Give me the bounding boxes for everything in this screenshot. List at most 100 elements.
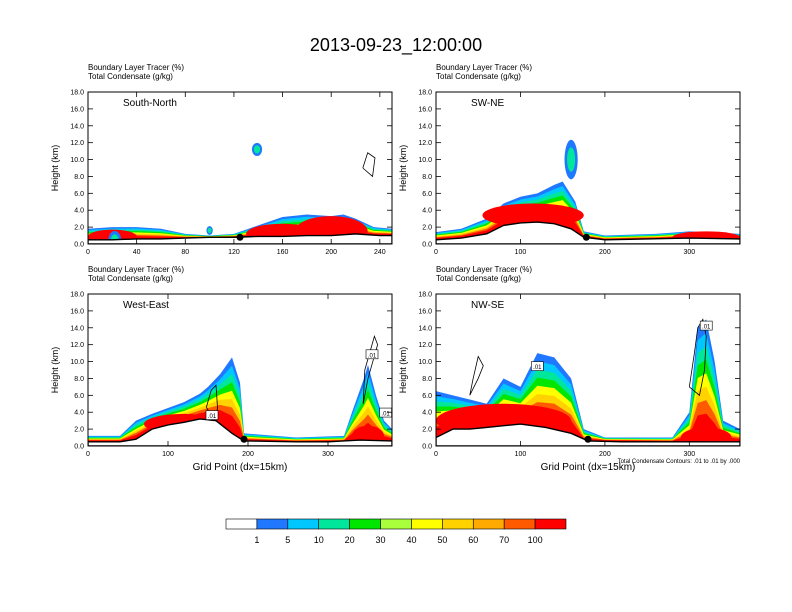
colorbar-swatch [442,518,474,530]
label-line-1: Boundary Layer Tracer (%) [88,265,184,274]
plot-area [436,139,740,244]
x-tick-label: 200 [599,249,611,256]
label-line-2: Total Condensate (g/kg) [436,274,521,283]
x-tick-label: 0 [434,249,438,256]
x-tick-label: 300 [683,451,695,458]
label-line-1: Boundary Layer Tracer (%) [436,265,532,274]
condensate-contour [438,117,496,210]
y-tick-label: 8.0 [74,174,84,181]
label-line-1: Boundary Layer Tracer (%) [436,63,532,72]
y-tick-label: 10.0 [418,359,432,366]
colorbar-label: 5 [285,535,290,545]
y-tick-label: 8.0 [74,376,84,383]
y-tick-label: 10.0 [70,359,84,366]
x-tick-label: 0 [86,451,90,458]
y-tick-label: 6.0 [422,191,432,198]
tracer-core [482,203,584,228]
label-line-2: Total Condensate (g/kg) [88,72,173,81]
plot-frame [435,91,741,245]
x-tick-label: 300 [683,249,695,256]
y-tick-label: 18.0 [418,90,432,97]
location-marker [236,233,244,241]
y-tick-label: 8.0 [422,376,432,383]
colorbar-label: 70 [499,535,509,545]
panel-name: South-North [123,98,177,109]
contour-label-box [531,361,544,371]
x-tick-label: 100 [515,451,527,458]
y-tick-label: 2.0 [74,225,84,232]
x-tick-label: 160 [277,249,289,256]
label-line-2: Total Condensate (g/kg) [436,72,521,81]
condensate-contour [362,152,376,178]
x-tick-label: 100 [515,249,527,256]
tracer-blob-inner [253,145,261,154]
y-axis-label: Height (km) [398,347,408,394]
contour-footnote: Total Condensate Contours: .01 to .01 by… [618,459,741,465]
y-tick-label: 4.0 [74,208,84,215]
panel-4: .01 .01 0.0 2.0 4.0 6.0 8.0 10.0 12.0 14.0 16.0 18.… [398,265,741,473]
x-tick-label: 200 [599,451,611,458]
panel-2: 0.0 2.0 4.0 6.0 8.0 10.0 12.0 14.0 16.0 18.0 0 100 2… [398,63,741,256]
colorbar-swatch [534,518,567,530]
x-tick-label: 0 [86,249,90,256]
terrain [436,423,740,446]
colorbar-swatch [411,518,443,530]
y-tick-label: 4.0 [422,410,432,417]
colorbar-label: 60 [468,535,478,545]
y-tick-label: 0.0 [74,242,84,249]
colorbar-swatch [225,518,258,530]
location-marker [582,233,590,241]
colorbar-swatch [380,518,412,530]
colorbar-swatch [287,518,320,530]
x-tick-label: 120 [228,249,240,256]
colorbar-label: 10 [314,535,324,545]
y-tick-label: 10.0 [70,157,84,164]
colorbar-label: 100 [528,535,543,545]
y-tick-label: 14.0 [418,123,432,130]
tracer-blob-inner [567,147,576,172]
contour-label: .01 [381,412,390,418]
y-tick-label: 18.0 [70,90,84,97]
colorbar-swatch [349,518,381,530]
y-tick-label: 0.0 [422,242,432,249]
y-tick-label: 4.0 [422,208,432,215]
colorbar-swatch [256,518,289,530]
y-tick-label: 2.0 [422,225,432,232]
location-marker [240,435,248,443]
x-tick-label: 200 [242,451,254,458]
y-tick-label: 6.0 [74,191,84,198]
y-tick-label: 18.0 [70,292,84,299]
y-tick-label: 12.0 [418,140,432,147]
y-tick-label: 2.0 [422,427,432,434]
contour-label: .01 [533,365,542,371]
location-marker [584,435,592,443]
colorbar-label: 30 [376,535,386,545]
plot-frame [87,91,393,245]
x-tick-label: 40 [133,249,141,256]
y-tick-label: 12.0 [70,140,84,147]
plot-area: .01 .01 [436,318,740,446]
colorbar-label: 50 [437,535,447,545]
x-axis-label: Grid Point (dx=15km) [541,462,636,473]
panel-name: West-East [123,300,169,311]
label-line-2: Total Condensate (g/kg) [88,274,173,283]
y-axis-label: Height (km) [398,145,408,192]
y-tick-label: 16.0 [70,106,84,113]
panels: 0.0 2.0 4.0 6.0 8.0 10.0 12.0 14.0 16.0 18.0 0 40 80… [50,63,741,473]
contour-label-box [365,349,379,360]
y-tick-label: 16.0 [418,106,432,113]
panel-name: NW-SE [471,300,504,311]
plot-frame [435,293,741,447]
y-axis-label: Height (km) [50,145,60,192]
colorbar-label: 40 [406,535,416,545]
y-tick-label: 12.0 [418,342,432,349]
y-tick-label: 14.0 [418,325,432,332]
y-tick-label: 6.0 [422,393,432,400]
y-tick-label: 2.0 [74,427,84,434]
y-axis-label: Height (km) [50,347,60,394]
y-tick-label: 6.0 [74,393,84,400]
x-tick-label: 80 [181,249,189,256]
y-tick-label: 4.0 [74,410,84,417]
tracer-blob-inner [207,227,212,234]
y-tick-label: 18.0 [418,292,432,299]
